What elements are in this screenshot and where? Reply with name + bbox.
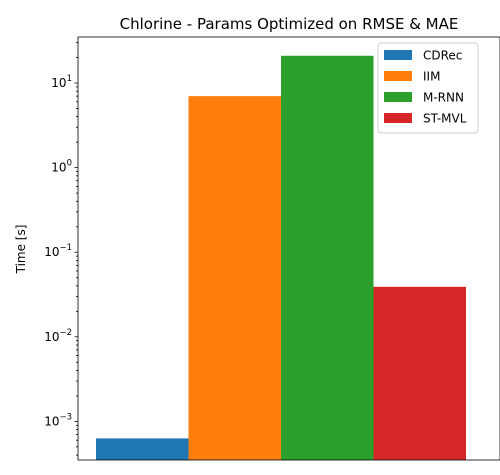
y-tick-label: 101 [51, 74, 72, 90]
legend: CDRec IIM M-RNN ST-MVL [377, 42, 479, 134]
bars-group [96, 55, 466, 461]
y-tick-label: 10−2 [44, 328, 72, 344]
legend-label: IIM [423, 70, 440, 84]
chart-title: Chlorine - Params Optimized on RMSE & MA… [120, 15, 459, 33]
legend-label: ST-MVL [423, 112, 467, 126]
legend-box [377, 42, 479, 134]
legend-label: CDRec [423, 49, 462, 63]
legend-swatch [384, 50, 412, 60]
bar-iim [188, 96, 281, 460]
y-axis-label: Time [s] [14, 225, 28, 275]
bar-cdrec [96, 438, 189, 460]
y-tick-label: 10−3 [44, 412, 72, 428]
y-tick-label: 10−1 [44, 243, 72, 259]
legend-label: M-RNN [423, 91, 464, 105]
legend-swatch [384, 113, 412, 123]
bar-st-mvl [373, 286, 466, 460]
y-ticks-group: 10−3 10−2 10−1 100 101 [44, 42, 78, 456]
y-tick-label: 100 [51, 159, 72, 175]
legend-swatch [384, 71, 412, 81]
bar-m-rnn [281, 55, 374, 461]
legend-swatch [384, 92, 412, 102]
plot-frame [77, 36, 500, 461]
